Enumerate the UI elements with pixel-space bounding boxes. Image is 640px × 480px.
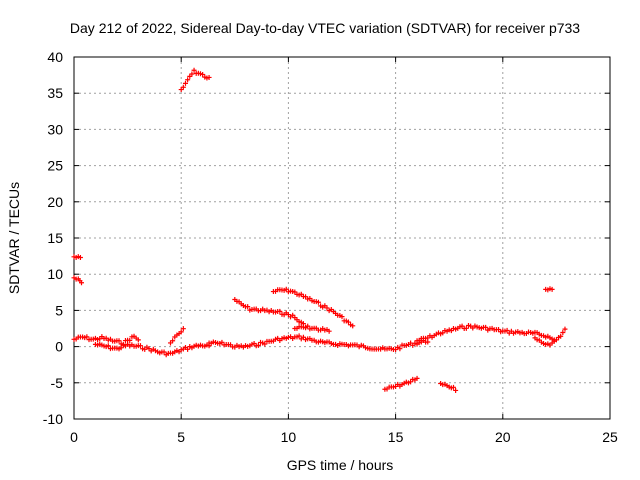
y-tick-label: 35: [47, 85, 63, 101]
y-tick-label: 15: [47, 230, 63, 246]
data-point: [453, 387, 459, 393]
data-point: [219, 339, 225, 345]
y-tick-label: 30: [47, 121, 63, 137]
y-tick-label: 10: [47, 266, 63, 282]
data-point: [245, 304, 251, 310]
data-point: [180, 326, 186, 332]
data-point: [326, 328, 332, 334]
data-point: [296, 333, 302, 339]
y-tick-label: 0: [55, 339, 63, 355]
series-segment-arc-top-peak: [178, 67, 212, 93]
data-point: [277, 308, 283, 314]
x-tick-label: 25: [602, 429, 618, 445]
data-point: [315, 299, 321, 305]
data-point: [414, 375, 420, 381]
data-point: [483, 324, 489, 330]
data-point: [161, 349, 167, 355]
series-segment-arc-10h-ridge: [270, 286, 356, 329]
data-point: [562, 326, 568, 332]
data-point: [191, 67, 197, 73]
series-segment-arc-late-dip: [532, 335, 557, 348]
data-point: [170, 338, 176, 344]
series-segment-arc-early-high-b: [71, 275, 85, 286]
data-point: [324, 305, 330, 311]
data-point: [185, 346, 191, 352]
y-tick-label: 25: [47, 158, 63, 174]
data-point: [182, 80, 188, 86]
grid: [74, 57, 610, 419]
data-point: [116, 338, 122, 344]
data-point: [180, 84, 186, 90]
data-point: [350, 323, 356, 329]
y-tick-label: 40: [47, 49, 63, 65]
series-segment-arc-early-high-a: [71, 254, 83, 261]
series-segment-arc-neg-15h: [382, 375, 420, 392]
data-point: [79, 280, 85, 286]
chart-title: Day 212 of 2022, Sidereal Day-to-day VTE…: [70, 20, 580, 36]
data-point: [105, 343, 111, 349]
data-point: [127, 337, 133, 343]
data-point: [189, 71, 195, 77]
data-point: [345, 319, 351, 325]
axis-ticks: 0 5 10 15 20 25 -10 -5 0 5 10 15 20 25 30 35 40: [43, 49, 618, 445]
data-point: [255, 342, 261, 348]
series-segment-arc-late-point: [543, 286, 555, 293]
data-point: [551, 338, 557, 344]
series-segment-arc-rise-5h: [167, 326, 186, 346]
data-point: [84, 334, 90, 340]
series-segment-arc-10h-bump: [292, 323, 332, 334]
data-point: [262, 341, 268, 347]
data-point: [178, 329, 184, 335]
x-tick-label: 10: [281, 429, 297, 445]
y-axis-label: SDTVAR / TECUs: [6, 182, 22, 294]
series-segment-arc-late-band: [414, 322, 568, 344]
series-segment-arc-early-low: [71, 333, 141, 347]
data-point: [397, 346, 403, 352]
data-point: [463, 325, 469, 331]
data-point: [305, 323, 311, 329]
data-point: [339, 314, 345, 320]
data-point: [283, 286, 289, 292]
data-point: [137, 343, 143, 349]
series-segment-arc-mid-band: [206, 333, 431, 352]
y-tick-label: -10: [43, 411, 63, 427]
x-tick-label: 15: [388, 429, 404, 445]
x-tick-label: 20: [495, 429, 511, 445]
data-point: [77, 255, 83, 261]
series-segment-arc-early-band: [92, 341, 212, 358]
series-segment-arc-neg-17h: [438, 380, 459, 393]
x-tick-label: 0: [70, 429, 78, 445]
data-point: [135, 337, 141, 343]
data-point: [549, 286, 555, 292]
data-point: [206, 74, 212, 80]
y-tick-label: 20: [47, 194, 63, 210]
data-point: [200, 71, 206, 77]
data-point: [504, 327, 510, 333]
y-tick-label: 5: [55, 302, 63, 318]
y-tick-label: -5: [51, 375, 64, 391]
x-tick-label: 5: [177, 429, 185, 445]
data-point: [450, 384, 456, 390]
series-segment-arc-7h-descend: [232, 297, 309, 331]
data-point: [558, 333, 564, 339]
data-point: [560, 329, 566, 335]
data-point: [185, 77, 191, 83]
series-sdtvar: [71, 67, 568, 393]
x-axis-label: GPS time / hours: [287, 457, 394, 473]
